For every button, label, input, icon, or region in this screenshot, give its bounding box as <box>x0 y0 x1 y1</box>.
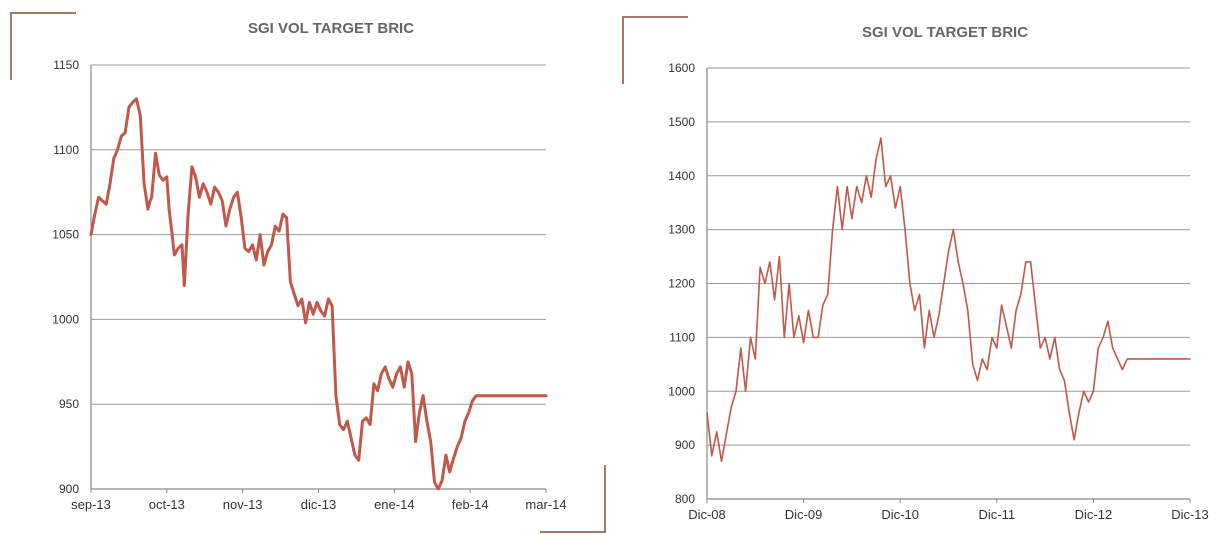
x-tick-label: Dic-11 <box>978 507 1015 522</box>
left-line-chart: SGI VOL TARGET BRIC 900 950 1000 1050 1100 115… <box>52 20 566 512</box>
chart-title: SGI VOL TARGET BRIC <box>862 24 1028 41</box>
x-tick-label: ene-14 <box>374 497 414 512</box>
right-chart-panel: SGI VOL TARGET BRIC 800 900 1000 1100 1200 130… <box>612 0 1225 535</box>
y-tick-label: 1600 <box>668 61 695 75</box>
x-tick-label: Dic-08 <box>688 507 726 522</box>
y-tick-label: 900 <box>675 438 695 452</box>
x-tick-label: Dic-12 <box>1075 507 1113 522</box>
y-tick-label: 1050 <box>52 228 79 242</box>
y-tick-label: 900 <box>59 482 79 496</box>
series-line <box>89 97 548 491</box>
corner-bracket-top-left <box>10 12 12 80</box>
series-line <box>706 137 1191 463</box>
x-tick-label: mar-14 <box>525 497 566 512</box>
x-tick-label: dic-13 <box>301 497 336 512</box>
corner-bracket-top-left <box>622 16 624 84</box>
x-tick-label: oct-13 <box>149 497 185 512</box>
y-tick-label: 1100 <box>53 143 79 157</box>
y-tick-label: 1150 <box>53 58 79 72</box>
y-tick-label: 1100 <box>669 330 695 344</box>
x-tick-label: Dic-09 <box>785 507 823 522</box>
y-tick-label: 1300 <box>668 223 695 237</box>
y-tick-label: 950 <box>59 397 79 411</box>
chart-title: SGI VOL TARGET BRIC <box>248 20 414 37</box>
left-chart-panel: SGI VOL TARGET BRIC 900 950 1000 1050 1100 115… <box>0 0 612 535</box>
corner-bracket-top-left <box>10 12 76 14</box>
y-tick-label: 800 <box>675 492 695 506</box>
x-tick-label: Dic-10 <box>881 507 919 522</box>
x-tick-label: Dic-13 <box>1171 507 1209 522</box>
corner-bracket-top-left <box>622 16 688 18</box>
y-tick-label: 1500 <box>668 115 695 129</box>
y-tick-label: 1000 <box>668 384 695 398</box>
x-tick-label: sep-13 <box>71 497 111 512</box>
y-tick-label: 1200 <box>668 277 695 291</box>
corner-bracket-bottom-right <box>540 531 606 533</box>
y-tick-label: 1400 <box>668 169 695 183</box>
right-line-chart: SGI VOL TARGET BRIC 800 900 1000 1100 1200 130… <box>668 24 1209 522</box>
x-tick-label: feb-14 <box>452 497 489 512</box>
corner-bracket-bottom-right <box>604 465 606 533</box>
x-tick-label: nov-13 <box>223 497 263 512</box>
y-tick-label: 1000 <box>52 312 79 326</box>
